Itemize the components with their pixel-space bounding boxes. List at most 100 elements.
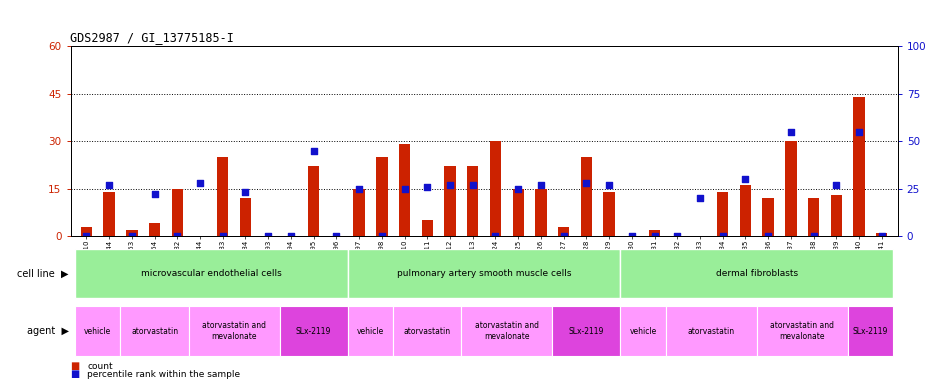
Point bbox=[556, 233, 572, 239]
Bar bbox=[120, 306, 189, 356]
Text: SLx-2119: SLx-2119 bbox=[296, 327, 331, 336]
Point bbox=[284, 233, 299, 239]
Point bbox=[602, 182, 617, 188]
Point bbox=[79, 233, 94, 239]
Bar bbox=[490, 141, 501, 236]
Point bbox=[874, 233, 889, 239]
Text: percentile rank within the sample: percentile rank within the sample bbox=[87, 371, 241, 379]
Bar bbox=[512, 189, 524, 236]
Bar bbox=[876, 233, 887, 236]
Bar bbox=[762, 198, 774, 236]
Point bbox=[465, 182, 480, 188]
Point bbox=[170, 233, 185, 239]
Point bbox=[488, 233, 503, 239]
Point bbox=[693, 195, 708, 201]
Bar bbox=[103, 192, 115, 236]
Bar bbox=[75, 306, 120, 356]
Point bbox=[352, 185, 367, 192]
Bar bbox=[348, 249, 620, 298]
Bar bbox=[553, 306, 620, 356]
Text: vehicle: vehicle bbox=[630, 327, 657, 336]
Bar bbox=[558, 227, 570, 236]
Text: SLx-2119: SLx-2119 bbox=[853, 327, 888, 336]
Point bbox=[238, 189, 253, 195]
Text: vehicle: vehicle bbox=[357, 327, 384, 336]
Text: SLx-2119: SLx-2119 bbox=[569, 327, 604, 336]
Text: atorvastatin and
mevalonate: atorvastatin and mevalonate bbox=[770, 321, 835, 341]
Bar bbox=[81, 227, 92, 236]
Bar bbox=[399, 144, 410, 236]
Point bbox=[124, 233, 139, 239]
Bar bbox=[620, 249, 893, 298]
Text: atorvastatin and
mevalonate: atorvastatin and mevalonate bbox=[475, 321, 539, 341]
Text: microvascular endothelial cells: microvascular endothelial cells bbox=[141, 269, 282, 278]
Bar bbox=[393, 306, 462, 356]
Bar bbox=[620, 306, 666, 356]
Point bbox=[147, 191, 162, 197]
Point bbox=[215, 233, 230, 239]
Bar bbox=[348, 306, 393, 356]
Bar bbox=[279, 306, 348, 356]
Bar bbox=[831, 195, 842, 236]
Point bbox=[738, 176, 753, 182]
Text: count: count bbox=[87, 362, 113, 371]
Point bbox=[306, 147, 321, 154]
Point bbox=[397, 185, 412, 192]
Point bbox=[783, 129, 798, 135]
Text: atorvastatin: atorvastatin bbox=[688, 327, 735, 336]
Point bbox=[829, 182, 844, 188]
Point bbox=[624, 233, 639, 239]
Text: dermal fibroblasts: dermal fibroblasts bbox=[715, 269, 798, 278]
Text: atorvastatin and
mevalonate: atorvastatin and mevalonate bbox=[202, 321, 266, 341]
Point bbox=[852, 129, 867, 135]
Bar bbox=[854, 97, 865, 236]
Bar bbox=[581, 157, 592, 236]
Bar bbox=[445, 167, 456, 236]
Point bbox=[329, 233, 344, 239]
Bar bbox=[240, 198, 251, 236]
Point bbox=[420, 184, 435, 190]
Bar bbox=[649, 230, 660, 236]
Bar bbox=[308, 167, 320, 236]
Text: atorvastatin: atorvastatin bbox=[131, 327, 179, 336]
Bar bbox=[189, 306, 279, 356]
Bar bbox=[808, 198, 820, 236]
Bar bbox=[462, 306, 553, 356]
Point bbox=[374, 233, 389, 239]
Text: ■: ■ bbox=[70, 369, 80, 379]
Bar bbox=[422, 220, 433, 236]
Text: cell line  ▶: cell line ▶ bbox=[17, 268, 69, 279]
Bar bbox=[149, 223, 160, 236]
Point bbox=[443, 182, 458, 188]
Text: pulmonary artery smooth muscle cells: pulmonary artery smooth muscle cells bbox=[397, 269, 572, 278]
Bar bbox=[217, 157, 228, 236]
Bar bbox=[785, 141, 796, 236]
Bar bbox=[717, 192, 728, 236]
Text: GDS2987 / GI_13775185-I: GDS2987 / GI_13775185-I bbox=[70, 31, 234, 44]
Bar bbox=[757, 306, 848, 356]
Text: atorvastatin: atorvastatin bbox=[403, 327, 451, 336]
Point bbox=[579, 180, 594, 186]
Text: agent  ▶: agent ▶ bbox=[26, 326, 69, 336]
Bar bbox=[75, 249, 348, 298]
Bar bbox=[467, 167, 478, 236]
Point bbox=[669, 233, 684, 239]
Bar bbox=[603, 192, 615, 236]
Point bbox=[193, 180, 208, 186]
Bar bbox=[172, 189, 183, 236]
Bar bbox=[848, 306, 893, 356]
Point bbox=[260, 233, 275, 239]
Bar bbox=[126, 230, 137, 236]
Point bbox=[647, 233, 662, 239]
Point bbox=[807, 233, 822, 239]
Bar bbox=[740, 185, 751, 236]
Text: ■: ■ bbox=[70, 361, 80, 371]
Point bbox=[760, 233, 776, 239]
Bar bbox=[353, 189, 365, 236]
Point bbox=[715, 233, 730, 239]
Text: vehicle: vehicle bbox=[85, 327, 112, 336]
Bar bbox=[535, 189, 546, 236]
Point bbox=[510, 185, 525, 192]
Point bbox=[102, 182, 117, 188]
Point bbox=[533, 182, 548, 188]
